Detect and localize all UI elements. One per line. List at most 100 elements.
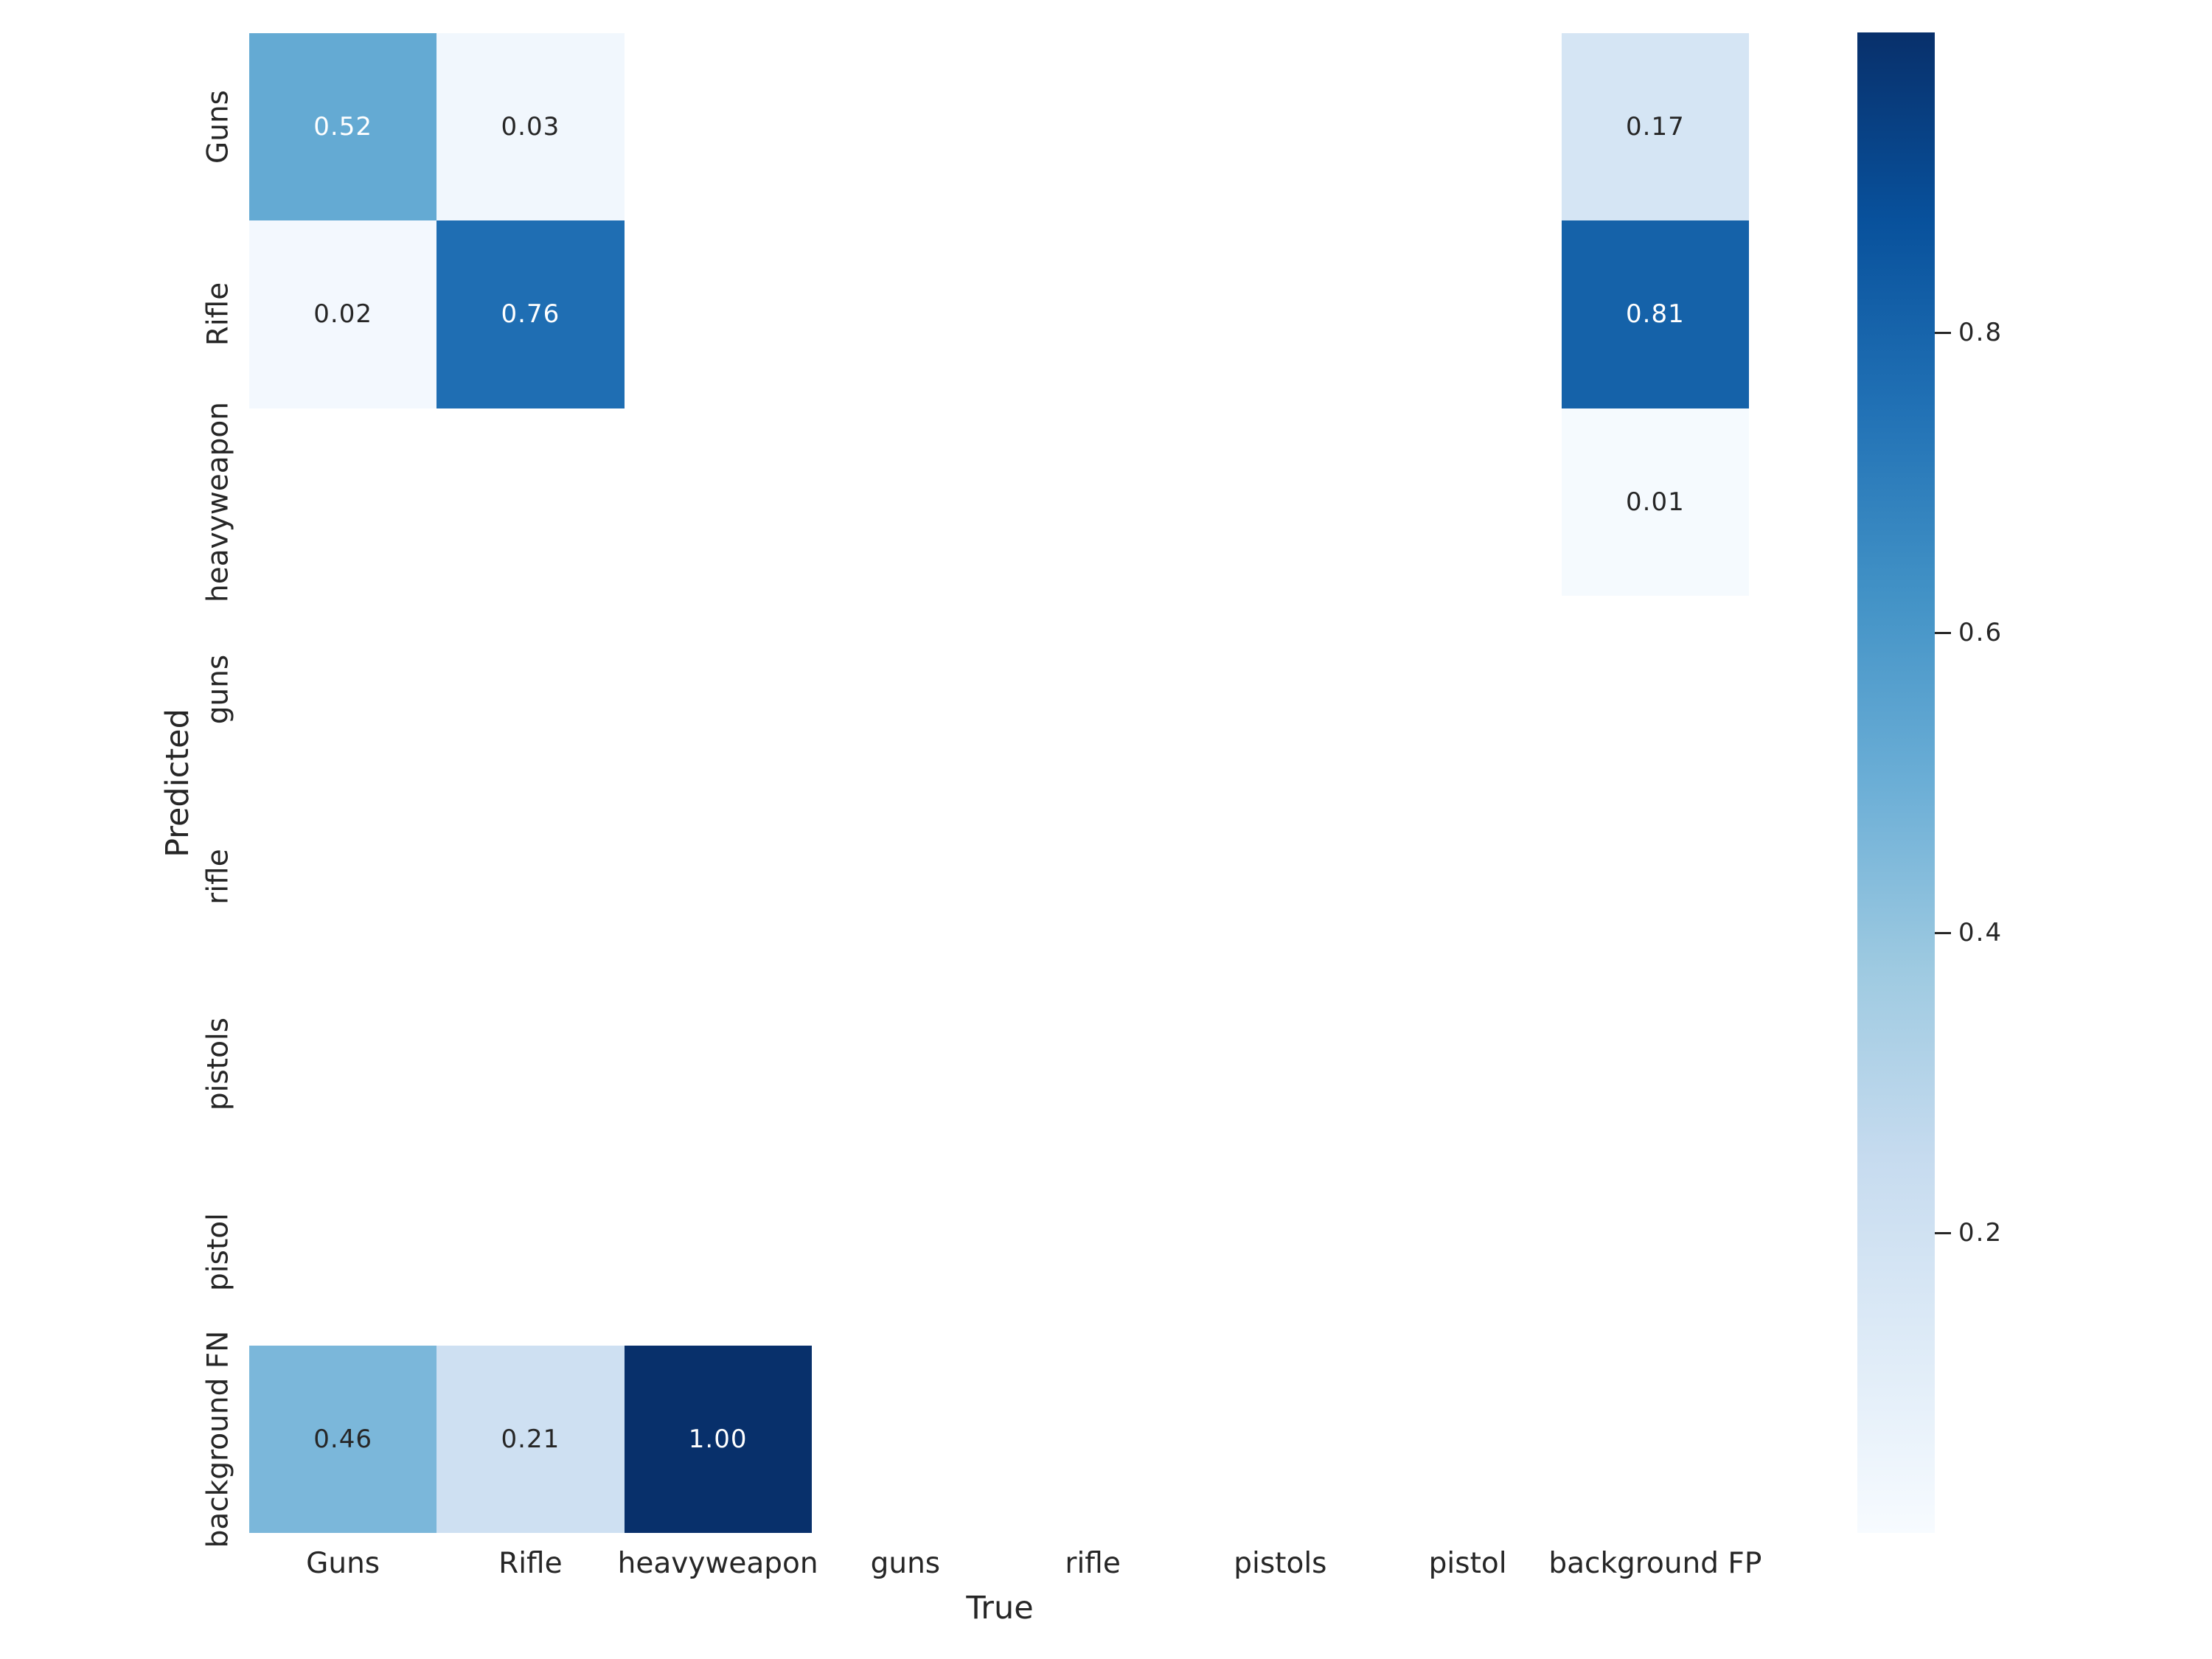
- heatmap-cell: [624, 220, 812, 408]
- colorbar-tick-label: 0.8: [1958, 318, 2003, 347]
- y-axis-title: Predicted: [159, 709, 196, 858]
- x-tick-label: background FP: [1548, 1547, 1762, 1580]
- heatmap-cell: [811, 970, 999, 1158]
- heatmap-cell: [1186, 33, 1374, 221]
- y-tick-label: pistols: [201, 1018, 235, 1111]
- heatmap-cell: [1374, 970, 1562, 1158]
- heatmap-cell: [811, 1345, 999, 1533]
- heatmap-cell: 0.52: [249, 33, 437, 221]
- y-tick-label: pistol: [201, 1212, 235, 1291]
- heatmap-cell: [1374, 783, 1562, 971]
- colorbar-tick-mark: [1935, 331, 1951, 334]
- cell-annotation: 1.00: [688, 1424, 748, 1454]
- heatmap-cell: [1561, 970, 1749, 1158]
- x-tick-label: Guns: [306, 1547, 380, 1580]
- heatmap-cell: [999, 970, 1187, 1158]
- heatmap-cell: 0.21: [437, 1345, 625, 1533]
- heatmap-cell: [999, 408, 1187, 596]
- heatmap-cell: [999, 595, 1187, 783]
- colorbar-tick-mark: [1935, 631, 1951, 634]
- heatmap-cell: [811, 220, 999, 408]
- heatmap-cell: [1186, 783, 1374, 971]
- heatmap-cell: 0.46: [249, 1345, 437, 1533]
- heatmap-cell: [999, 33, 1187, 221]
- x-axis-title: True: [966, 1590, 1034, 1627]
- heatmap-cell: 0.02: [249, 220, 437, 408]
- heatmap-cell: [811, 783, 999, 971]
- colorbar-tick-label: 0.6: [1958, 618, 2003, 647]
- heatmap-cell: [437, 408, 625, 596]
- heatmap-cell: [1561, 783, 1749, 971]
- x-tick-label: guns: [870, 1547, 941, 1580]
- cell-annotation: 0.76: [501, 299, 560, 330]
- cell-annotation: 0.81: [1626, 299, 1685, 330]
- heatmap-cell: [624, 408, 812, 596]
- heatmap-cell: [1374, 220, 1562, 408]
- heatmap-cell: [249, 970, 437, 1158]
- cell-annotation: 0.02: [313, 299, 372, 330]
- heatmap-cell: [1186, 970, 1374, 1158]
- heatmap-cell: [1374, 408, 1562, 596]
- y-tick-label: Rifle: [201, 282, 235, 347]
- heatmap-cell: [1561, 595, 1749, 783]
- heatmap-cell: [1374, 1158, 1562, 1346]
- heatmap-cell: [999, 1345, 1187, 1533]
- heatmap-cell: [1374, 33, 1562, 221]
- heatmap-cell: [249, 595, 437, 783]
- heatmap-cell: [1186, 595, 1374, 783]
- heatmap-cell: [811, 595, 999, 783]
- y-tick-label: guns: [201, 654, 235, 725]
- heatmap-cell: [811, 408, 999, 596]
- x-tick-label: pistol: [1428, 1547, 1507, 1580]
- heatmap-cell: [437, 595, 625, 783]
- cell-annotation: 0.52: [313, 112, 372, 142]
- heatmap-cell: [811, 1158, 999, 1346]
- colorbar-tick-label: 0.2: [1958, 1218, 2003, 1248]
- heatmap-cell: [999, 220, 1187, 408]
- heatmap-cell: [1561, 1345, 1749, 1533]
- heatmap-cell: [249, 408, 437, 596]
- heatmap-cell: [437, 783, 625, 971]
- heatmap-cell: [437, 1158, 625, 1346]
- heatmap-cell: [1186, 408, 1374, 596]
- heatmap-cell: 0.76: [437, 220, 625, 408]
- colorbar: [1857, 32, 1935, 1533]
- heatmap-cell: [811, 33, 999, 221]
- heatmap-cell: [1186, 1345, 1374, 1533]
- cell-annotation: 0.21: [501, 1424, 560, 1454]
- y-tick-label: Guns: [201, 90, 235, 164]
- cell-annotation: 0.46: [313, 1424, 372, 1454]
- heatmap-cell: [624, 1158, 812, 1346]
- heatmap-grid: 0.52 0.03 0.17 0.02 0.76 0.81 0.01 0.46 0.21 1.00: [249, 33, 1749, 1533]
- heatmap-cell: 0.17: [1561, 33, 1749, 221]
- heatmap-cell: 0.01: [1561, 408, 1749, 596]
- heatmap-cell: 0.81: [1561, 220, 1749, 408]
- colorbar-tick-mark: [1935, 1231, 1951, 1234]
- heatmap-cell: [437, 970, 625, 1158]
- heatmap-cell: [624, 970, 812, 1158]
- y-tick-label: heavyweapon: [201, 401, 235, 602]
- heatmap-cell: [1374, 595, 1562, 783]
- y-tick-label: rifle: [201, 849, 235, 905]
- cell-annotation: 0.17: [1626, 112, 1685, 142]
- x-tick-label: rifle: [1065, 1547, 1121, 1580]
- heatmap-cell: [1186, 220, 1374, 408]
- cell-annotation: 0.01: [1626, 487, 1685, 517]
- heatmap-cell: 0.03: [437, 33, 625, 221]
- heatmap-cell: 1.00: [624, 1345, 812, 1533]
- x-tick-label: Rifle: [498, 1547, 563, 1580]
- colorbar-tick-label: 0.4: [1958, 918, 2003, 947]
- heatmap-cell: [624, 783, 812, 971]
- cell-annotation: 0.03: [501, 112, 560, 142]
- heatmap-cell: [1186, 1158, 1374, 1346]
- y-tick-label: background FN: [201, 1330, 235, 1548]
- heatmap-cell: [1561, 1158, 1749, 1346]
- x-tick-label: heavyweapon: [617, 1547, 818, 1580]
- heatmap-cell: [249, 1158, 437, 1346]
- heatmap-cell: [999, 1158, 1187, 1346]
- heatmap-cell: [1374, 1345, 1562, 1533]
- x-tick-label: pistols: [1234, 1547, 1327, 1580]
- heatmap-cell: [624, 595, 812, 783]
- colorbar-tick-mark: [1935, 931, 1951, 934]
- heatmap-cell: [249, 783, 437, 971]
